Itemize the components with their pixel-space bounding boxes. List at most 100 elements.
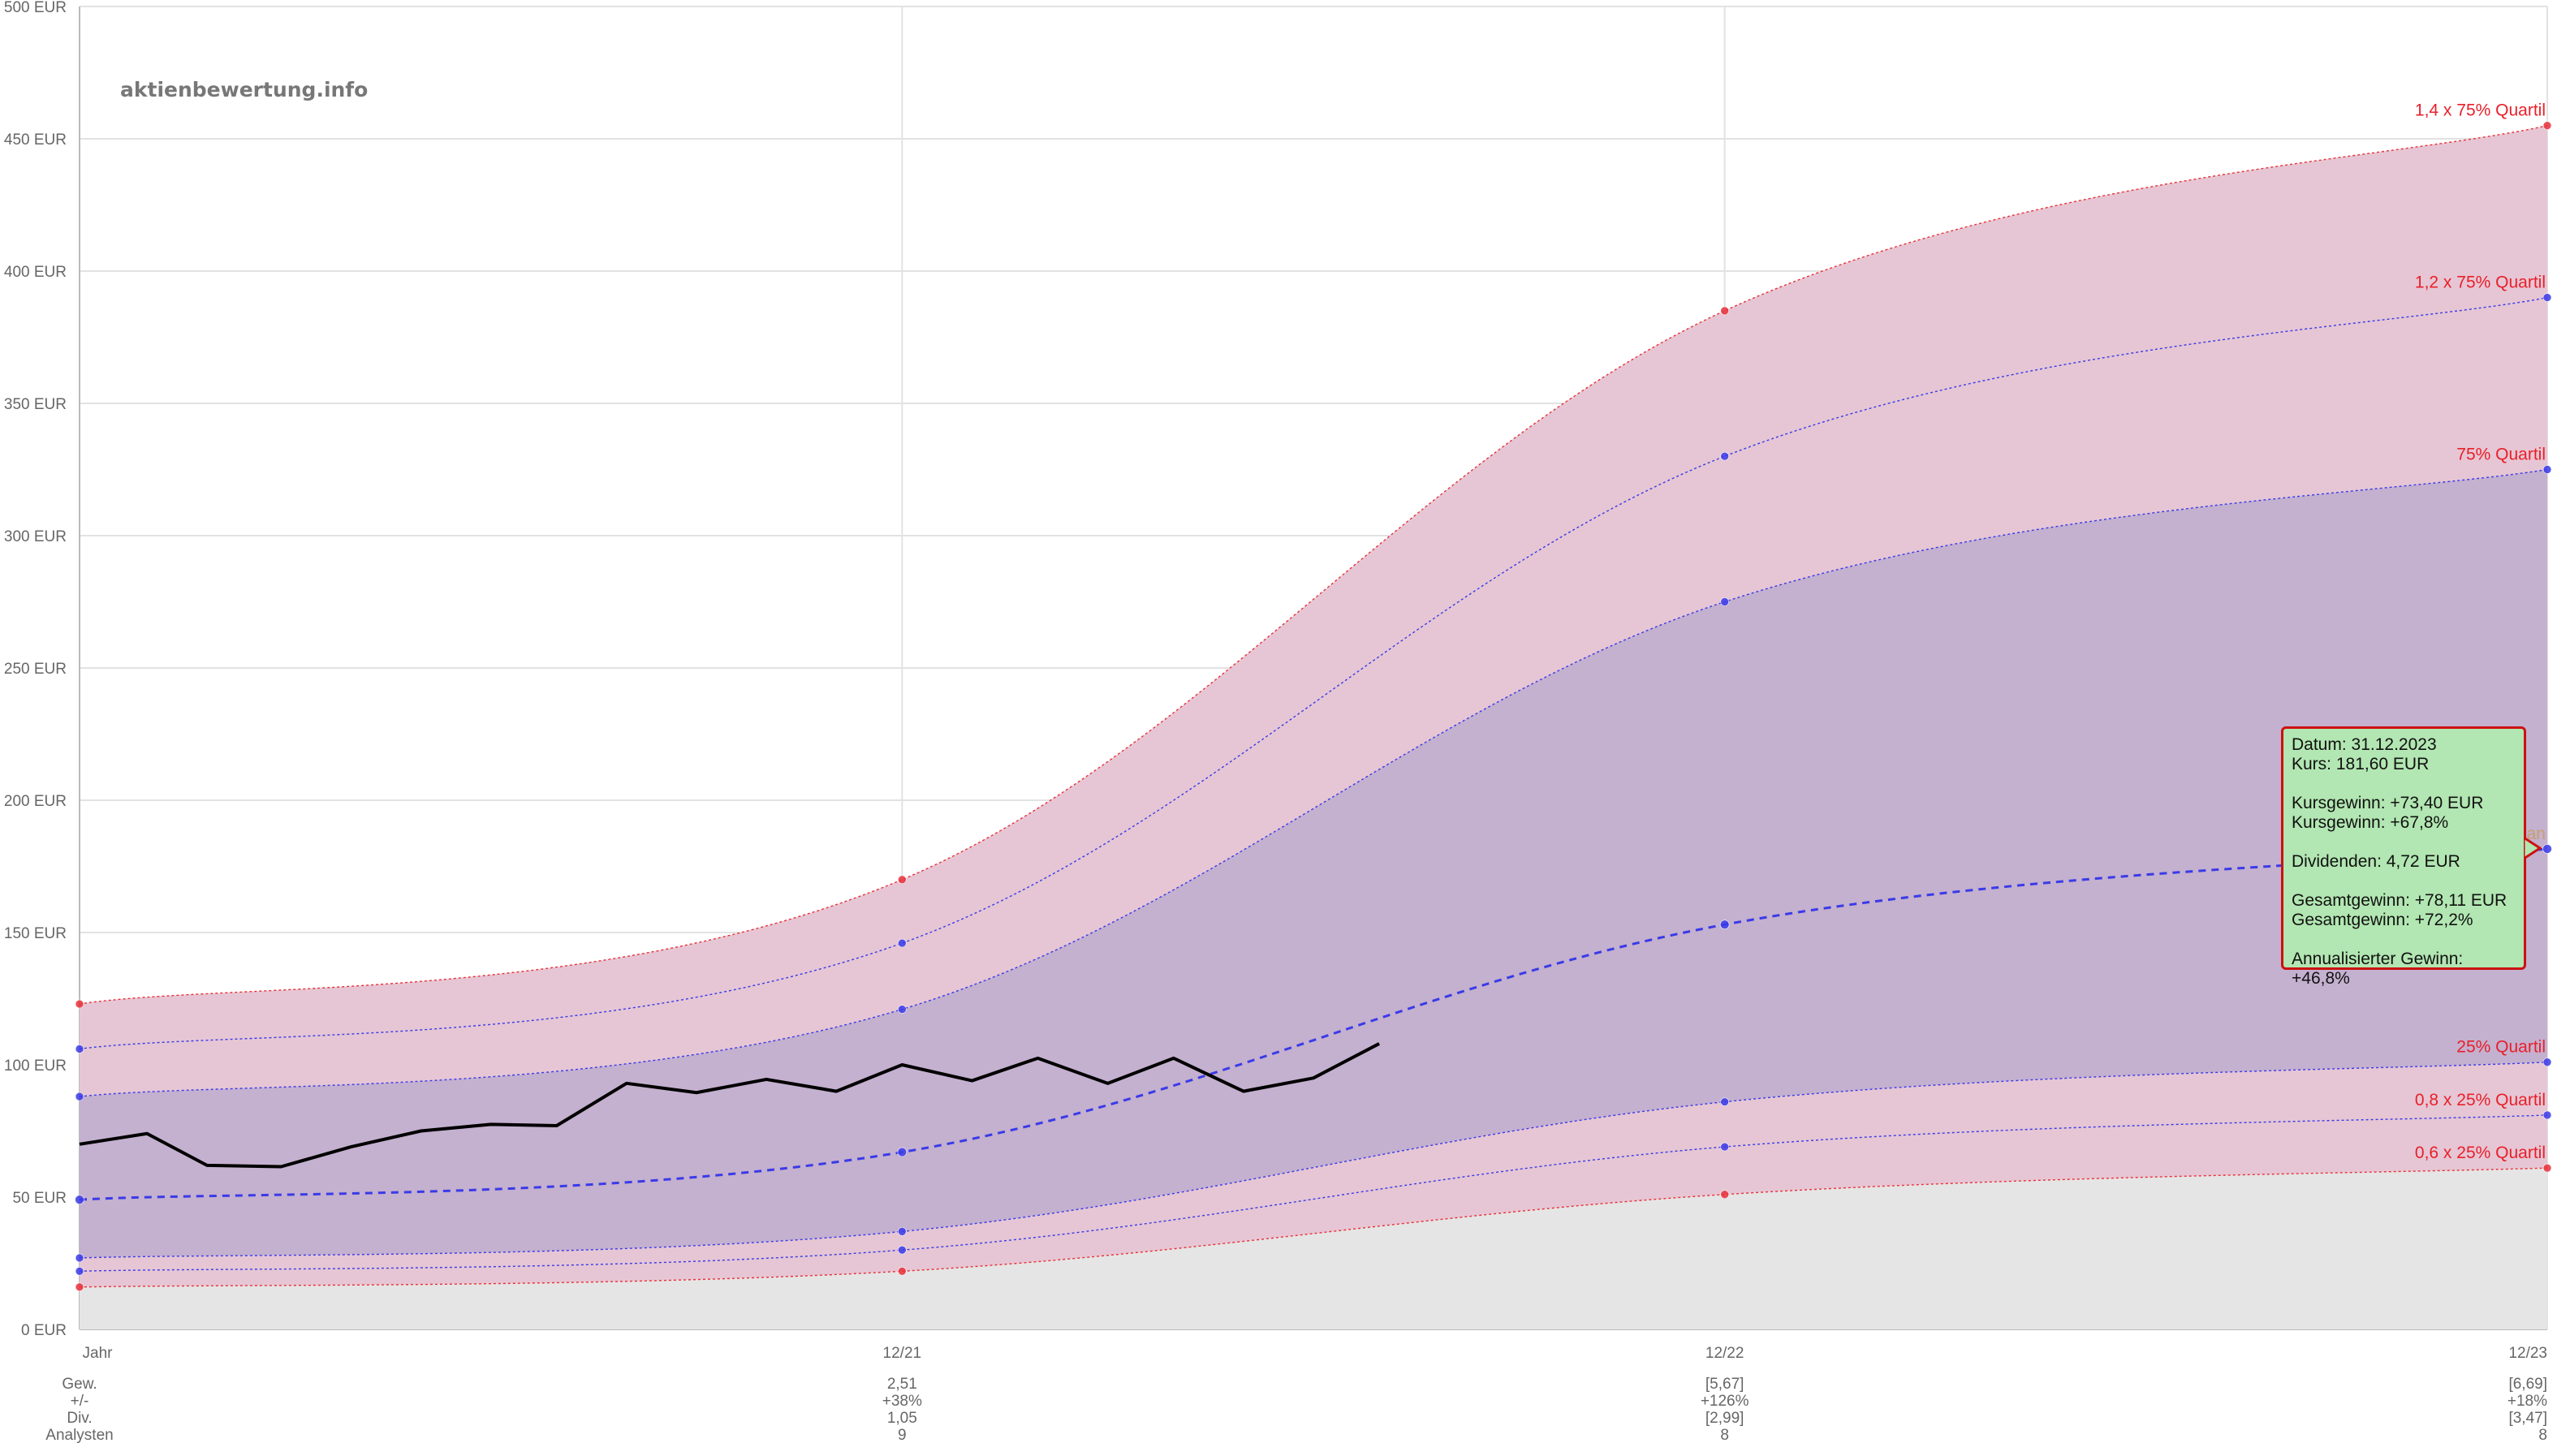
line-75-quartil: [79, 468, 2548, 1097]
line-1-2-x-75-quartil: [79, 296, 2548, 1050]
y-tick-label: 450 EUR: [4, 131, 67, 149]
label-1-2-x-75-quartil: 1,2 x 75% Quartil: [2415, 274, 2546, 292]
label-75-quartil: 75% Quartil: [2456, 446, 2546, 464]
label-0-6-x-25-quartil: 0,6 x 25% Quartil: [2415, 1144, 2546, 1162]
y-tick-label: 300 EUR: [4, 528, 67, 545]
y-tick-label: 0 EUR: [21, 1322, 67, 1339]
point-1-4-x-75-quartil: [898, 875, 907, 885]
footer-row-label: Analysten: [45, 1427, 113, 1444]
band-areas: [80, 125, 2547, 1329]
point-75-quartil: [2542, 465, 2552, 474]
point-1-4-x-75-quartil: [75, 999, 84, 1009]
footer-cell: [6,69]: [2508, 1376, 2547, 1393]
tooltip-line: Datum: 31.12.2023: [2292, 735, 2437, 754]
footer-cell: 8: [1720, 1427, 1729, 1444]
price-line-group: [79, 1042, 1380, 1169]
y-tick-label: 150 EUR: [4, 925, 67, 942]
point-1-2-x-75-quartil: [1720, 451, 1729, 461]
tooltip-spacer: [2292, 833, 2516, 852]
footer-cell: 9: [898, 1427, 907, 1444]
point-1-4-x-75-quartil: [1720, 306, 1729, 316]
floor-area: [80, 1168, 2547, 1329]
point-0-6-x-25-quartil: [75, 1282, 84, 1292]
watermark: aktienbewertung.info: [120, 78, 368, 101]
y-tick-label: 250 EUR: [4, 661, 67, 678]
quartile-area: [80, 469, 2547, 1258]
band-lines: [79, 125, 2548, 1288]
x-tick-label: Jahr: [83, 1345, 114, 1362]
point-median: [1719, 920, 1730, 930]
point-75-quartil: [75, 1092, 84, 1101]
point-25-quartil: [1720, 1097, 1729, 1106]
y-tick-label: 400 EUR: [4, 264, 67, 281]
point-75-quartil: [898, 1005, 907, 1014]
band-points: [75, 121, 2552, 1292]
lower-pink-area: [80, 1062, 2547, 1287]
tooltip-spacer: [2292, 930, 2516, 950]
tooltip-line: Dividenden: 4,72 EUR: [2292, 852, 2460, 871]
point-0-8-x-25-quartil: [2542, 1110, 2552, 1120]
tooltip-line: Gesamtgewinn: +72,2%: [2292, 911, 2473, 929]
line-0-8-x-25-quartil: [79, 1114, 2548, 1272]
footer-cell: 2,51: [887, 1376, 917, 1393]
price-line: [79, 1042, 1380, 1169]
tooltip: Datum: 31.12.2023 Kurs: 181,60 EUR Kursgew…: [2281, 726, 2526, 988]
y-tick-label: 100 EUR: [4, 1058, 67, 1075]
tooltip-line: Kursgewinn: +67,8%: [2292, 813, 2449, 832]
tooltip-line: Kursgewinn: +73,40 EUR: [2292, 794, 2484, 812]
footer-row-label: +/-: [71, 1393, 89, 1410]
footer-row-label: Gew.: [62, 1376, 97, 1393]
point-1-2-x-75-quartil: [75, 1045, 84, 1053]
point-75-quartil: [1720, 597, 1729, 606]
tooltip-spacer: [2292, 872, 2516, 891]
y-tick-label: 350 EUR: [4, 396, 67, 413]
point-0-8-x-25-quartil: [75, 1266, 84, 1276]
line-0-6-x-25-quartil: [79, 1167, 2548, 1288]
point-median: [897, 1147, 908, 1157]
point-1-2-x-75-quartil: [2542, 293, 2552, 302]
footer-cell: +18%: [2507, 1393, 2547, 1410]
line-median: [79, 847, 2548, 1201]
point-0-6-x-25-quartil: [1720, 1190, 1729, 1200]
tooltip-line: Annualisierter Gewinn: +46,8%: [2292, 950, 2464, 988]
footer-cell: +126%: [1701, 1393, 1749, 1410]
y-tick-label: 500 EUR: [4, 0, 67, 16]
footer-cell: 1,05: [887, 1410, 917, 1427]
point-25-quartil: [898, 1227, 907, 1236]
footer-row-label: Div.: [67, 1410, 92, 1427]
line-1-4-x-75-quartil: [79, 125, 2548, 1005]
tooltip-line: Kurs: 181,60 EUR: [2292, 755, 2430, 773]
line-25-quartil: [79, 1062, 2548, 1259]
footer-cell: +38%: [882, 1393, 922, 1410]
band-labels: 1,4 x 75% Quartil 1,2 x 75% Quartil 75% Qu…: [2415, 101, 2546, 1162]
point-25-quartil: [2542, 1058, 2552, 1067]
point-0-6-x-25-quartil: [898, 1266, 907, 1276]
point-25-quartil: [75, 1253, 84, 1263]
footer-cell: [2,99]: [1705, 1410, 1744, 1427]
y-tick-label: 200 EUR: [4, 793, 67, 810]
tooltip-spacer: [2292, 774, 2516, 794]
x-tick-label: 12/22: [1705, 1345, 1744, 1362]
footer-cell: [5,67]: [1705, 1376, 1744, 1393]
footer-cell: [3,47]: [2508, 1410, 2547, 1427]
point-median: [75, 1195, 84, 1205]
tooltip-arrow: [2524, 838, 2542, 859]
footer-table: Gew.+/-Div.Analysten2,51+38%1,059[5,67]+…: [45, 1376, 2547, 1444]
point-0-6-x-25-quartil: [2542, 1163, 2552, 1173]
label-1-4-x-75-quartil: 1,4 x 75% Quartil: [2415, 101, 2546, 120]
axis-labels: 0 EUR 50 EUR 100 EUR 150 EUR 200 EUR 250 EUR 3…: [4, 0, 2547, 1362]
upper-pink-area: [80, 125, 2547, 1097]
point-0-8-x-25-quartil: [898, 1245, 907, 1255]
point-1-2-x-75-quartil: [898, 938, 907, 948]
label-25-quartil: 25% Quartil: [2456, 1038, 2546, 1057]
point-median: [2542, 844, 2552, 854]
tooltip-line: Gesamtgewinn: +78,11 EUR: [2292, 891, 2507, 910]
footer-cell: 8: [2538, 1427, 2547, 1444]
x-tick-label: 12/21: [883, 1345, 922, 1362]
point-0-8-x-25-quartil: [1720, 1142, 1729, 1152]
x-tick-label: 12/23: [2508, 1345, 2547, 1362]
y-tick-label: 50 EUR: [12, 1190, 67, 1207]
label-0-8-x-25-quartil: 0,8 x 25% Quartil: [2415, 1091, 2546, 1109]
point-1-4-x-75-quartil: [2542, 121, 2552, 130]
